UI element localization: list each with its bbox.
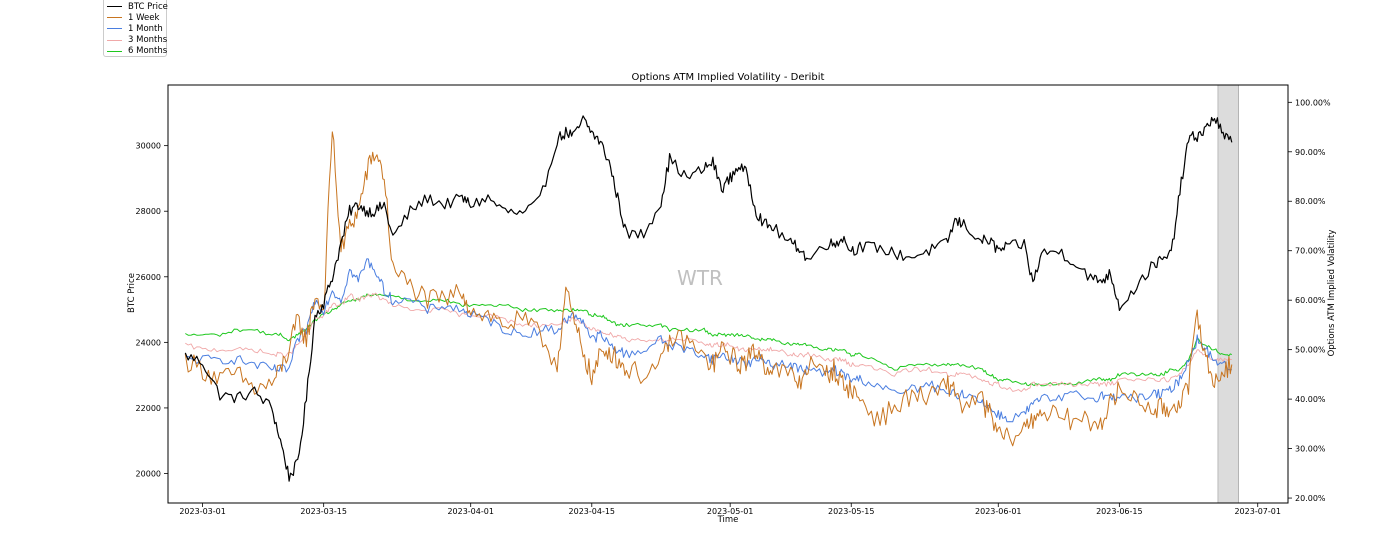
legend-item-6-months: 6 Months bbox=[107, 46, 168, 57]
legend-label: 3 Months bbox=[128, 35, 168, 46]
series-line-3-months bbox=[185, 292, 1232, 393]
legend-swatch bbox=[107, 39, 122, 41]
x-tick-label: 2023-03-01 bbox=[179, 507, 226, 516]
y-tick-label: 28000 bbox=[136, 207, 161, 216]
legend-label: 1 Month bbox=[128, 23, 163, 34]
y-tick-label: 30000 bbox=[136, 142, 161, 151]
legend: BTC Price 1 Week 1 Month 3 Months 6 Mont… bbox=[103, 0, 168, 57]
series-line-btc-price bbox=[184, 115, 1233, 482]
legend-label: 6 Months bbox=[128, 46, 168, 57]
x-tick-label: 2023-05-01 bbox=[707, 507, 754, 516]
legend-item-3-months: 3 Months bbox=[107, 35, 168, 46]
legend-label: BTC Price bbox=[128, 1, 168, 12]
x-axis-label: Time bbox=[717, 515, 739, 525]
x-tick-label: 2023-04-01 bbox=[447, 507, 494, 516]
series-line-6-months bbox=[185, 293, 1233, 387]
y-axis-label: BTC Price bbox=[127, 273, 137, 313]
y2-tick-label: 80.00% bbox=[1295, 197, 1326, 206]
y2-tick-label: 50.00% bbox=[1295, 346, 1326, 355]
legend-label: 1 Week bbox=[128, 12, 160, 23]
legend-swatch bbox=[107, 17, 122, 19]
legend-swatch bbox=[107, 50, 122, 52]
legend-item-1-month: 1 Month bbox=[107, 23, 166, 34]
y-tick-label: 22000 bbox=[136, 404, 161, 413]
y2-tick-label: 60.00% bbox=[1295, 296, 1326, 305]
legend-item-1-week: 1 Week bbox=[107, 12, 166, 23]
legend-swatch bbox=[107, 6, 122, 8]
legend-swatch bbox=[107, 28, 122, 30]
y2-axis-label: Options ATM Implied Volatility bbox=[1327, 230, 1337, 357]
y-tick-label: 20000 bbox=[136, 469, 161, 478]
legend-item-btc-price: BTC Price bbox=[107, 1, 168, 12]
x-tick-label: 2023-07-01 bbox=[1234, 507, 1281, 516]
series-line-1-week bbox=[184, 131, 1233, 447]
y-tick-label: 26000 bbox=[136, 273, 161, 282]
y2-tick-label: 70.00% bbox=[1295, 247, 1326, 256]
y2-tick-label: 100.00% bbox=[1295, 98, 1331, 107]
y2-tick-label: 30.00% bbox=[1295, 445, 1326, 454]
x-tick-label: 2023-05-15 bbox=[828, 507, 875, 516]
x-tick-label: 2023-03-15 bbox=[300, 507, 347, 516]
y2-tick-label: 40.00% bbox=[1295, 395, 1326, 404]
x-tick-label: 2023-06-01 bbox=[975, 507, 1022, 516]
series-line-1-month bbox=[185, 258, 1233, 423]
x-tick-label: 2023-04-15 bbox=[569, 507, 616, 516]
y2-tick-label: 20.00% bbox=[1295, 494, 1326, 503]
chart-title: Options ATM Implied Volatility - Deribit bbox=[632, 72, 825, 83]
watermark: WTR bbox=[677, 266, 723, 290]
x-tick-label: 2023-06-15 bbox=[1096, 507, 1143, 516]
y-tick-label: 24000 bbox=[136, 338, 161, 347]
plot-frame bbox=[167, 84, 1289, 504]
y2-tick-label: 90.00% bbox=[1295, 148, 1326, 157]
shaded-region bbox=[1217, 84, 1240, 504]
